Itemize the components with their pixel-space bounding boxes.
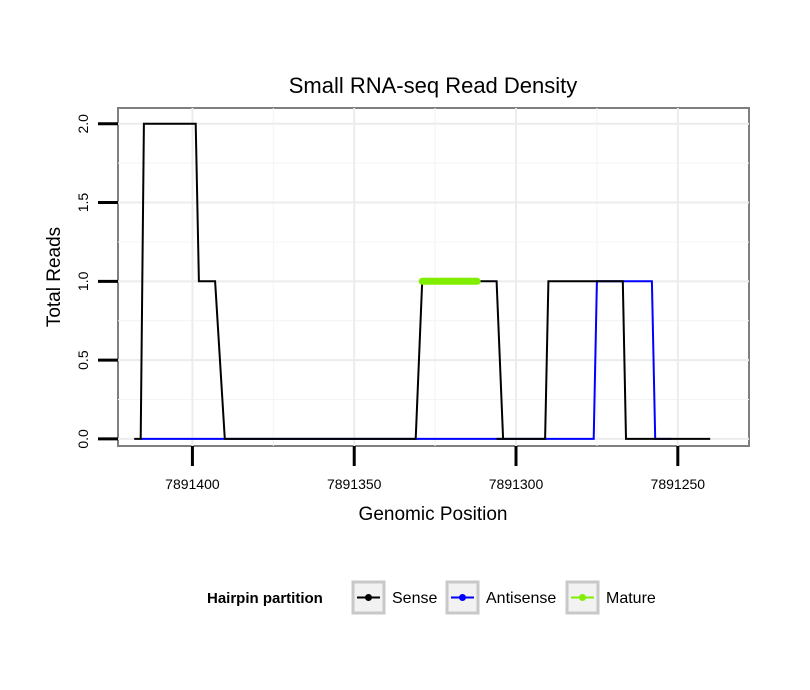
legend-item-sense: Sense	[351, 580, 437, 615]
x-tick-label: 7891250	[651, 476, 706, 492]
y-tick-label: 0.5	[75, 350, 91, 370]
y-tick-label: 1.0	[75, 271, 91, 291]
series-lines	[134, 122, 711, 440]
y-axis-title: Total Reads	[44, 227, 65, 327]
series-line-sense	[134, 122, 711, 440]
legend-key-point	[579, 594, 586, 601]
legend-key-point	[365, 594, 372, 601]
plot-panel	[117, 107, 750, 447]
axes: 0.0 0.5 1.0 1.5 2.0 7891400 7891350 7891300 7891…	[75, 114, 705, 492]
legend-label: Sense	[392, 590, 437, 607]
y-tick-label: 2.0	[75, 114, 91, 134]
x-axis-title: Genomic Position	[359, 504, 508, 525]
x-tick-label: 7891350	[327, 476, 382, 492]
x-tick-label: 7891400	[165, 476, 220, 492]
legend-key-point	[459, 594, 466, 601]
legend-label: Mature	[606, 590, 656, 607]
legend-label: Antisense	[486, 590, 556, 607]
legend-title: Hairpin partition	[207, 590, 323, 607]
y-tick-label: 1.5	[75, 193, 91, 213]
legend-item-mature: Mature	[565, 580, 656, 615]
x-tick-label: 7891300	[489, 476, 544, 492]
chart-title: Small RNA-seq Read Density	[289, 73, 578, 98]
legend: Hairpin partition Sense Antisense Mature	[207, 580, 656, 615]
legend-item-antisense: Antisense	[445, 580, 556, 615]
legend-items: Sense Antisense Mature	[351, 580, 656, 615]
y-tick-label: 0.0	[75, 429, 91, 449]
